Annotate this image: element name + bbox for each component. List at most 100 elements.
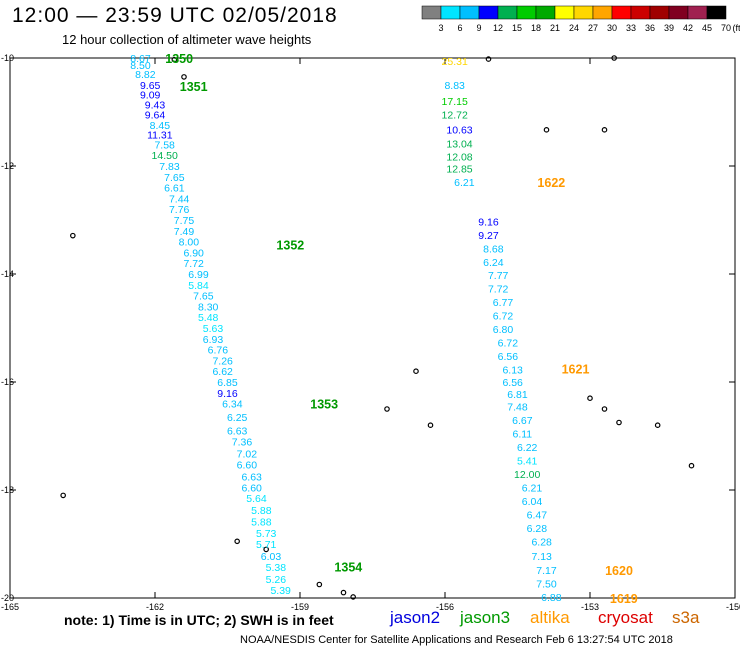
colorbar-label: 70 — [721, 23, 731, 33]
swh-label: 12.85 — [446, 164, 472, 176]
legend-cryosat: cryosat — [598, 608, 653, 627]
swh-label: 6.81 — [507, 389, 528, 401]
swh-label: 6.60 — [237, 460, 258, 472]
time-label: 1354 — [334, 561, 362, 575]
swh-label: 13.04 — [446, 138, 472, 150]
swh-label: 6.11 — [512, 428, 532, 440]
colorbar-swatch — [554, 5, 575, 20]
swh-label: 6.60 — [241, 482, 262, 494]
colorbar-label: 27 — [588, 23, 598, 33]
colorbar-swatch — [630, 5, 651, 20]
colorbar-swatch — [497, 5, 518, 20]
swh-label: 5.48 — [198, 312, 219, 324]
swh-label: 8.83 — [444, 80, 465, 92]
island — [688, 462, 695, 469]
swh-label: 6.56 — [502, 377, 523, 389]
swh-label: 7.72 — [183, 258, 204, 270]
x-tick-label: -153 — [581, 602, 599, 612]
colorbar-swatch — [668, 5, 689, 20]
swh-label: 7.02 — [237, 448, 258, 460]
island — [611, 55, 617, 61]
swh-label: 6.22 — [517, 442, 538, 454]
y-tick-label: -18 — [1, 485, 14, 495]
swh-values: 8.678.508.829.659.099.439.648.4511.317.5… — [130, 53, 561, 604]
island — [543, 127, 550, 133]
swh-label: 6.90 — [183, 247, 204, 259]
swh-label: 5.71 — [256, 539, 277, 551]
x-tick-label: -150 — [726, 602, 740, 612]
x-tick-label: -165 — [1, 602, 19, 612]
colorbar-label: 3 — [438, 23, 443, 33]
swh-label: 8.67 — [130, 53, 151, 65]
colorbar-label: 24 — [569, 23, 579, 33]
swh-label: 5.26 — [266, 574, 287, 586]
y-tick-label: -16 — [1, 377, 14, 387]
island — [350, 594, 356, 600]
swh-label: 6.99 — [188, 269, 209, 281]
swh-label: 6.67 — [512, 415, 533, 427]
swh-label: 7.13 — [531, 551, 552, 563]
swh-label: 6.61 — [164, 183, 185, 195]
swh-label: 5.63 — [203, 323, 224, 335]
swh-label: 7.44 — [169, 193, 190, 205]
island — [616, 419, 622, 426]
swh-label: 7.76 — [169, 204, 190, 216]
swh-label: 5.64 — [246, 493, 267, 505]
island — [384, 406, 390, 412]
colorbar-label: 36 — [645, 23, 655, 33]
swh-label: 7.49 — [174, 226, 195, 238]
swh-label: 7.58 — [154, 139, 175, 151]
legend-jason3: jason3 — [460, 608, 511, 627]
swh-label: 6.47 — [527, 509, 548, 521]
swh-label: 12.72 — [442, 110, 468, 122]
swh-label: 6.63 — [227, 426, 248, 438]
swh-label: 7.17 — [536, 565, 557, 577]
colorbar-label: 39 — [664, 23, 674, 33]
colorbar-swatch — [592, 5, 613, 20]
swh-label: 9.65 — [140, 80, 161, 92]
swh-label: 7.48 — [507, 401, 528, 413]
legend-jason2: jason2 — [390, 608, 441, 627]
swh-label: 7.65 — [164, 172, 185, 184]
island — [427, 422, 434, 429]
island — [263, 546, 269, 553]
axis-ticks: -165 -162 -159 -156 -153 -150 -10 -12 -14 -16 -18 -… — [1, 53, 740, 612]
swh-label: 25.31 — [442, 56, 468, 68]
colorbar-swatch — [706, 5, 727, 20]
swh-label: 6.80 — [493, 324, 514, 336]
swh-label: 5.73 — [256, 528, 277, 540]
y-tick-label: -20 — [1, 593, 14, 603]
swh-label: 8.50 — [130, 60, 151, 72]
swh-label: 7.26 — [212, 355, 233, 367]
island — [601, 127, 608, 133]
x-tick-label: -159 — [291, 602, 309, 612]
colorbar-label: 6 — [457, 23, 462, 33]
chart-title: 12:00 — 23:59 UTC 02/05/2018 — [12, 4, 338, 27]
swh-label: 6.77 — [493, 297, 514, 309]
map-frame — [9, 57, 736, 599]
colorbar-swatch — [440, 5, 461, 20]
island — [60, 492, 66, 499]
swh-label: 7.83 — [159, 161, 180, 173]
colorbar-label: 15 — [512, 23, 522, 33]
swh-label: 9.16 — [478, 217, 499, 229]
swh-label: 6.72 — [498, 338, 519, 350]
island — [171, 56, 178, 63]
legend-s3a: s3a — [672, 608, 700, 627]
swh-label: 6.76 — [208, 345, 229, 357]
islands — [60, 55, 695, 600]
swh-label: 6.24 — [483, 257, 504, 269]
island — [70, 232, 76, 239]
island — [316, 581, 323, 588]
swh-label: 5.84 — [188, 280, 209, 292]
colorbar-swatch — [573, 5, 594, 20]
swh-label: 5.41 — [517, 455, 538, 467]
swh-label: 9.09 — [140, 90, 161, 102]
swh-label: 7.75 — [174, 215, 195, 227]
swh-label: 7.65 — [193, 291, 214, 303]
swh-label: 6.21 — [454, 177, 475, 189]
swh-label: 12.00 — [514, 469, 540, 481]
time-label: 1350 — [165, 52, 193, 66]
